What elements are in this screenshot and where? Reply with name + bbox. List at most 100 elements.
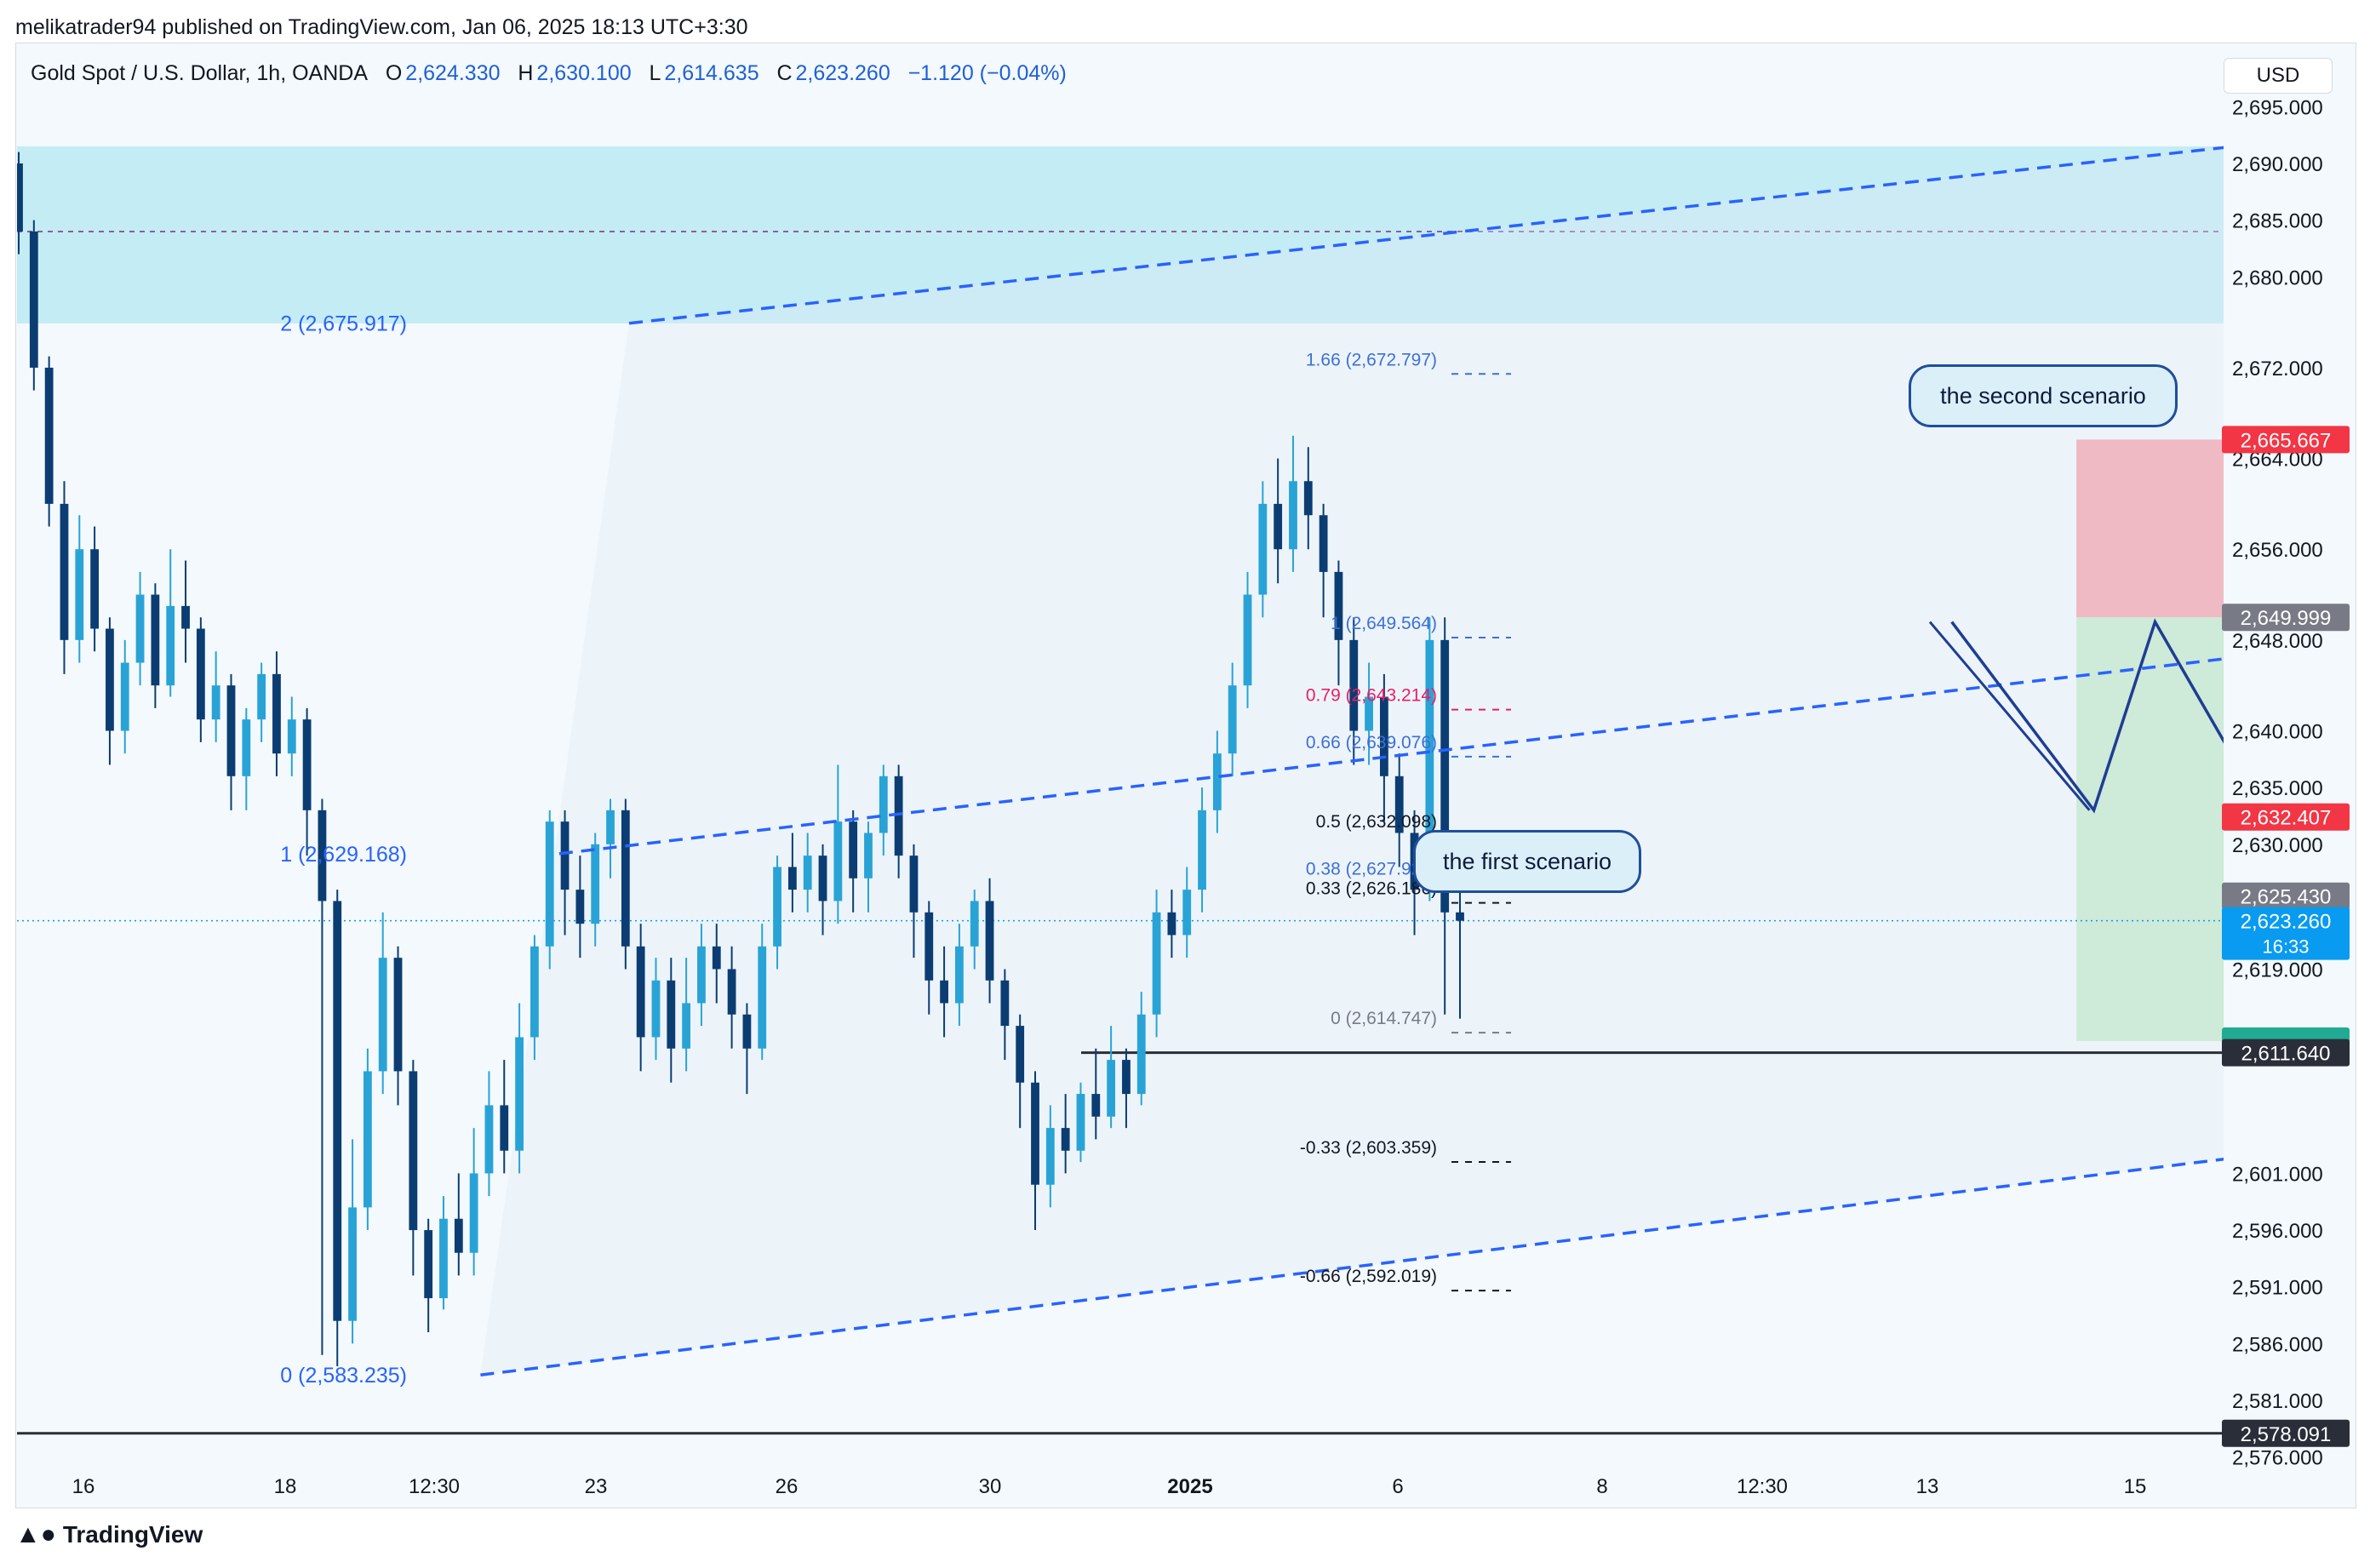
- candle: [272, 651, 281, 776]
- price-tick: 2,619.000: [2232, 959, 2323, 981]
- fib-level-label: 0.66 (2,639.076): [1306, 733, 1437, 753]
- candle-body: [257, 673, 266, 720]
- candle-body: [1425, 639, 1434, 890]
- candle-body: [894, 775, 903, 856]
- candle-body: [636, 946, 645, 1038]
- candle: [135, 571, 145, 686]
- candle-body: [530, 946, 539, 1038]
- candle-body: [393, 958, 403, 1072]
- candle-body: [545, 821, 554, 947]
- price-tick: 2,695.000: [2232, 96, 2323, 119]
- price-tick: 2,656.000: [2232, 539, 2323, 562]
- price-label: 2,611.640: [2222, 1039, 2350, 1067]
- candle: [90, 526, 100, 652]
- second-scenario-note[interactable]: the second scenario: [1909, 364, 2178, 427]
- candle: [758, 924, 767, 1061]
- candle: [29, 220, 38, 391]
- candle-body: [1258, 503, 1268, 595]
- fib-big-label: 1 (2,629.168): [280, 843, 407, 867]
- candle: [1000, 969, 1010, 1061]
- candle-body: [1061, 1128, 1070, 1151]
- price-label-bg: [2222, 426, 2350, 454]
- open-label: O: [385, 61, 403, 85]
- first-scenario-note[interactable]: the first scenario: [1413, 830, 1641, 893]
- currency-button[interactable]: USD: [2224, 58, 2333, 94]
- candle: [970, 890, 979, 970]
- candle-body: [727, 969, 736, 1015]
- candle: [1379, 673, 1388, 822]
- candle: [560, 810, 570, 936]
- candle-body: [803, 856, 812, 890]
- candle: [864, 821, 873, 913]
- candle-body: [575, 890, 585, 924]
- candle: [287, 696, 296, 776]
- candle: [1167, 890, 1176, 959]
- price-label-bg: [2222, 882, 2350, 910]
- time-tick: 18: [274, 1475, 297, 1498]
- change-value: −1.120 (−0.04%): [907, 61, 1067, 85]
- candle: [742, 1003, 752, 1095]
- candle-body: [909, 856, 919, 913]
- candle-body: [864, 833, 873, 878]
- candle-body: [818, 856, 827, 901]
- fib-level-label: 0 (2,614.747): [1331, 1009, 1437, 1028]
- time-tick: 26: [776, 1475, 799, 1498]
- candle: [1334, 560, 1343, 686]
- candle-body: [1045, 1128, 1055, 1185]
- candle: [833, 764, 843, 924]
- candle: [393, 946, 403, 1106]
- candle: [1061, 1094, 1070, 1174]
- candle-body: [378, 958, 387, 1072]
- candle-body: [1349, 639, 1359, 731]
- candle: [651, 958, 661, 1061]
- candle-body: [409, 1071, 418, 1231]
- candle-body: [1031, 1082, 1039, 1185]
- fib-level-label: 0.79 (2,643.214): [1306, 686, 1437, 706]
- candle-body: [211, 685, 220, 720]
- price-label: 2,649.999: [2222, 604, 2350, 632]
- candle: [985, 878, 994, 1004]
- candle: [166, 549, 175, 697]
- candle: [1091, 1048, 1101, 1140]
- candle-body: [591, 844, 600, 924]
- candle: [1440, 617, 1450, 1015]
- candle: [1349, 617, 1359, 765]
- price-tick: 2,630.000: [2232, 834, 2323, 857]
- time-tick: 8: [1596, 1475, 1607, 1498]
- tradingview-logo[interactable]: ▲● TradingView: [15, 1520, 203, 1549]
- candle-body: [1198, 810, 1206, 890]
- candle-body: [196, 628, 205, 720]
- candle: [333, 890, 342, 1367]
- candle: [318, 798, 327, 1355]
- candle: [1365, 662, 1373, 765]
- price-label-bg: [2222, 1419, 2350, 1447]
- candle: [1303, 447, 1313, 550]
- candle: [1031, 1071, 1039, 1231]
- candle: [1016, 1014, 1025, 1129]
- candle-body: [469, 1173, 478, 1253]
- candle-body: [833, 821, 843, 901]
- candle: [575, 856, 585, 959]
- symbol-name[interactable]: Gold Spot / U.S. Dollar, 1h, OANDA: [31, 61, 368, 85]
- time-tick: 15: [2124, 1475, 2147, 1498]
- candle-body: [484, 1105, 494, 1174]
- candle: [1394, 753, 1404, 867]
- candle-body: [1394, 775, 1404, 833]
- candle: [1107, 1026, 1116, 1129]
- candle: [803, 833, 812, 913]
- candle-body: [1228, 685, 1237, 754]
- candle: [1212, 730, 1222, 833]
- candle: [621, 798, 630, 970]
- candle: [682, 958, 691, 1072]
- price-label-text: 2,578.091: [2241, 1423, 2332, 1446]
- candle: [106, 617, 114, 765]
- open-value: 2,624.330: [405, 61, 501, 85]
- candle-body: [1016, 1026, 1025, 1083]
- candle-body: [955, 946, 964, 1004]
- candle: [773, 856, 781, 970]
- candle: [17, 152, 23, 255]
- fib-big-label: 2 (2,675.917): [280, 312, 407, 336]
- price-label-text: 2,623.260: [2241, 911, 2332, 934]
